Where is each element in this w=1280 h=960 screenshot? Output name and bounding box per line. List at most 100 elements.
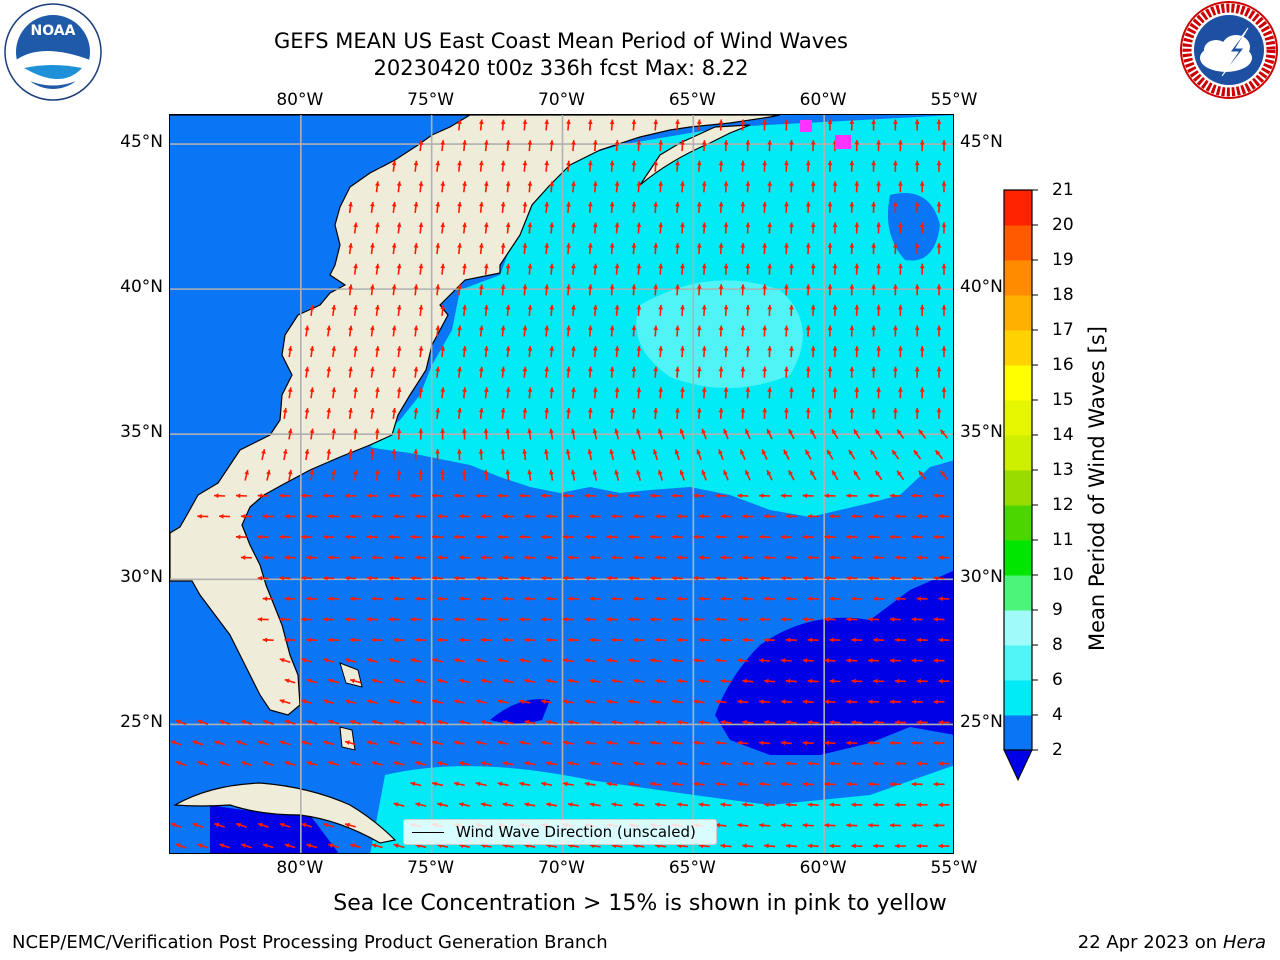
wave-direction-arrowhead bbox=[696, 325, 702, 331]
wave-direction-arrowhead bbox=[567, 637, 573, 643]
wave-direction-arrowhead bbox=[418, 387, 424, 392]
wave-direction-arrowhead bbox=[440, 222, 446, 228]
wave-direction-arrowhead bbox=[658, 263, 664, 269]
wave-direction-arrowhead bbox=[653, 160, 659, 166]
wave-direction-arrowhead bbox=[873, 513, 878, 519]
wave-direction-arrowhead bbox=[715, 822, 721, 828]
wave-direction-arrowhead bbox=[345, 699, 350, 704]
wave-direction-arrowhead bbox=[829, 555, 834, 560]
wave-direction-arrowhead bbox=[832, 346, 838, 351]
wave-direction-arrowhead bbox=[742, 719, 747, 725]
wave-direction-arrowhead bbox=[653, 366, 659, 372]
wave-direction-arrowhead bbox=[824, 493, 829, 499]
colorbar-tick-label: 18 bbox=[1052, 285, 1074, 305]
wave-direction-arrowhead bbox=[175, 843, 181, 848]
wave-direction-arrowhead bbox=[938, 719, 943, 725]
wave-direction-arrowhead bbox=[919, 304, 925, 310]
wave-direction-arrowhead bbox=[849, 407, 855, 413]
wave-direction-arrowhead bbox=[762, 201, 768, 207]
wave-direction-arrowhead bbox=[391, 160, 397, 166]
wave-direction-arrowhead bbox=[849, 243, 855, 248]
wave-direction-arrowhead bbox=[846, 493, 851, 499]
colorbar-segment bbox=[1004, 190, 1032, 226]
wave-direction-arrowhead bbox=[780, 534, 786, 540]
wave-direction-arrowhead bbox=[846, 616, 851, 622]
wave-direction-arrowhead bbox=[589, 761, 595, 766]
wave-direction-arrowhead bbox=[301, 493, 306, 499]
wave-direction-arrowhead bbox=[435, 407, 441, 413]
wave-direction-arrowhead bbox=[715, 534, 720, 540]
wave-direction-arrowhead bbox=[350, 843, 355, 849]
wave-direction-arrowhead bbox=[938, 678, 943, 684]
wave-direction-arrowhead bbox=[418, 469, 424, 475]
wave-direction-arrowhead bbox=[589, 637, 595, 643]
wave-direction-arrowhead bbox=[304, 325, 310, 331]
wave-direction-arrowhead bbox=[810, 346, 816, 351]
wave-direction-arrowhead bbox=[832, 429, 837, 435]
wave-direction-arrowhead bbox=[628, 740, 634, 746]
wave-direction-arrowhead bbox=[366, 493, 372, 499]
wave-direction-arrowhead bbox=[456, 449, 462, 454]
wave-direction-arrowhead bbox=[868, 740, 873, 746]
wave-direction-arrowhead bbox=[914, 201, 920, 207]
sea-ice-patch bbox=[800, 120, 812, 132]
wave-direction-arrowhead bbox=[462, 387, 467, 392]
graticule bbox=[170, 115, 953, 853]
wave-direction-arrowhead bbox=[432, 616, 437, 622]
wave-direction-arrowhead bbox=[846, 658, 851, 663]
wave-direction-arrowhead bbox=[257, 534, 263, 540]
wave-direction-arrowhead bbox=[440, 181, 446, 186]
wave-direction-arrowhead bbox=[353, 263, 358, 269]
wave-direction-arrowhead bbox=[674, 449, 680, 455]
wave-direction-arrowhead bbox=[328, 637, 333, 643]
wave-direction-arrowhead bbox=[679, 470, 685, 475]
wave-direction-arrowhead bbox=[720, 596, 725, 602]
wave-direction-arrowhead bbox=[453, 616, 459, 622]
wave-direction-arrowhead bbox=[522, 284, 528, 289]
wave-direction-arrowhead bbox=[497, 493, 502, 499]
wave-direction-arrowhead bbox=[810, 387, 816, 392]
wave-direction-arrowhead bbox=[898, 181, 903, 186]
wave-direction-arrowhead bbox=[567, 719, 573, 725]
wave-direction-arrowhead bbox=[911, 493, 917, 499]
wave-direction-arrowhead bbox=[802, 534, 808, 540]
colorbar-tick-label: 19 bbox=[1052, 250, 1074, 270]
wave-direction-arrowhead bbox=[350, 719, 355, 725]
colorbar-tick-label: 17 bbox=[1052, 320, 1074, 340]
wave-direction-arrowhead bbox=[780, 699, 786, 705]
wave-direction-arrowhead bbox=[571, 304, 576, 310]
wave-direction-arrowhead bbox=[505, 469, 511, 475]
wave-direction-arrowhead bbox=[587, 449, 593, 455]
wave-direction-arrowhead bbox=[720, 719, 726, 725]
wave-direction-arrowhead bbox=[502, 678, 508, 684]
wave-direction-arrowhead bbox=[587, 243, 593, 248]
wave-direction-arrowhead bbox=[301, 822, 307, 828]
wave-direction-arrowhead bbox=[326, 449, 332, 454]
wave-direction-arrowhead bbox=[914, 160, 920, 166]
wave-direction-arrowhead bbox=[522, 243, 528, 248]
wave-direction-arrowhead bbox=[279, 699, 285, 704]
wave-direction-arrowhead bbox=[522, 201, 528, 207]
wave-direction-arrowhead bbox=[175, 719, 181, 725]
noaa-logo: NOAA bbox=[4, 3, 102, 101]
wave-direction-arrowhead bbox=[762, 243, 768, 248]
wave-direction-arrowhead bbox=[868, 658, 873, 663]
wave-direction-arrowhead bbox=[609, 160, 615, 166]
wave-direction-arrowhead bbox=[849, 325, 855, 330]
wave-direction-arrowhead bbox=[524, 802, 530, 807]
wave-direction-arrowhead bbox=[780, 493, 786, 499]
wave-direction-arrowhead bbox=[918, 429, 924, 435]
wave-direction-arrowhead bbox=[566, 201, 571, 207]
wave-direction-arrowhead bbox=[480, 678, 486, 684]
colorbar-tick-label: 21 bbox=[1052, 180, 1074, 200]
wave-direction-arrowhead bbox=[940, 470, 946, 476]
wave-direction-arrowhead bbox=[415, 761, 421, 766]
lat-label-right: 40°N bbox=[960, 277, 1003, 298]
wave-direction-arrowhead bbox=[846, 699, 851, 705]
wave-direction-arrowhead bbox=[671, 575, 677, 581]
wave-direction-arrowhead bbox=[353, 469, 358, 475]
wave-direction-arrowhead bbox=[764, 513, 769, 519]
footer-date: 22 Apr 2023 on Hera bbox=[1078, 932, 1266, 953]
wave-direction-arrowhead bbox=[519, 658, 525, 663]
wave-direction-arrowhead bbox=[541, 534, 546, 540]
